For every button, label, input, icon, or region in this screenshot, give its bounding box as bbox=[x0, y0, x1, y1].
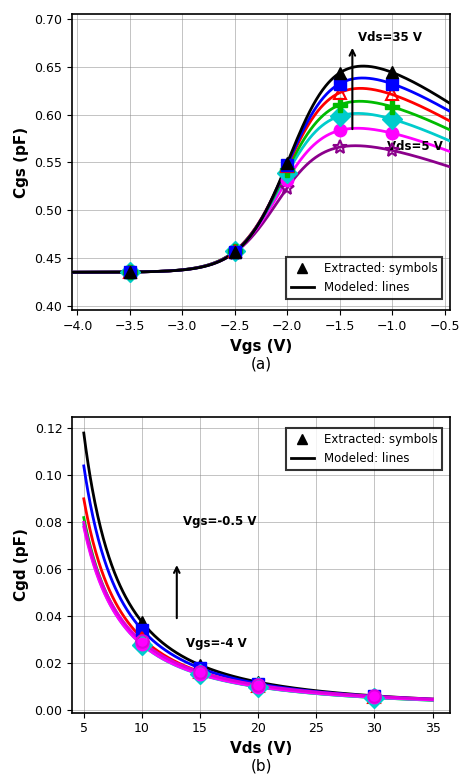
Text: Vds=35 V: Vds=35 V bbox=[357, 31, 421, 44]
Legend: Extracted: symbols, Modeled: lines: Extracted: symbols, Modeled: lines bbox=[286, 257, 442, 299]
Text: (a): (a) bbox=[250, 356, 272, 372]
Y-axis label: Cgd (pF): Cgd (pF) bbox=[14, 528, 29, 601]
X-axis label: Vgs (V): Vgs (V) bbox=[230, 339, 292, 354]
Text: Vgs=-0.5 V: Vgs=-0.5 V bbox=[182, 514, 256, 528]
Legend: Extracted: symbols, Modeled: lines: Extracted: symbols, Modeled: lines bbox=[286, 428, 442, 470]
Text: (b): (b) bbox=[250, 758, 272, 774]
Y-axis label: Cgs (pF): Cgs (pF) bbox=[14, 127, 29, 198]
X-axis label: Vds (V): Vds (V) bbox=[230, 741, 292, 756]
Text: Vds=5 V: Vds=5 V bbox=[387, 140, 443, 153]
Text: Vgs=-4 V: Vgs=-4 V bbox=[186, 637, 247, 650]
